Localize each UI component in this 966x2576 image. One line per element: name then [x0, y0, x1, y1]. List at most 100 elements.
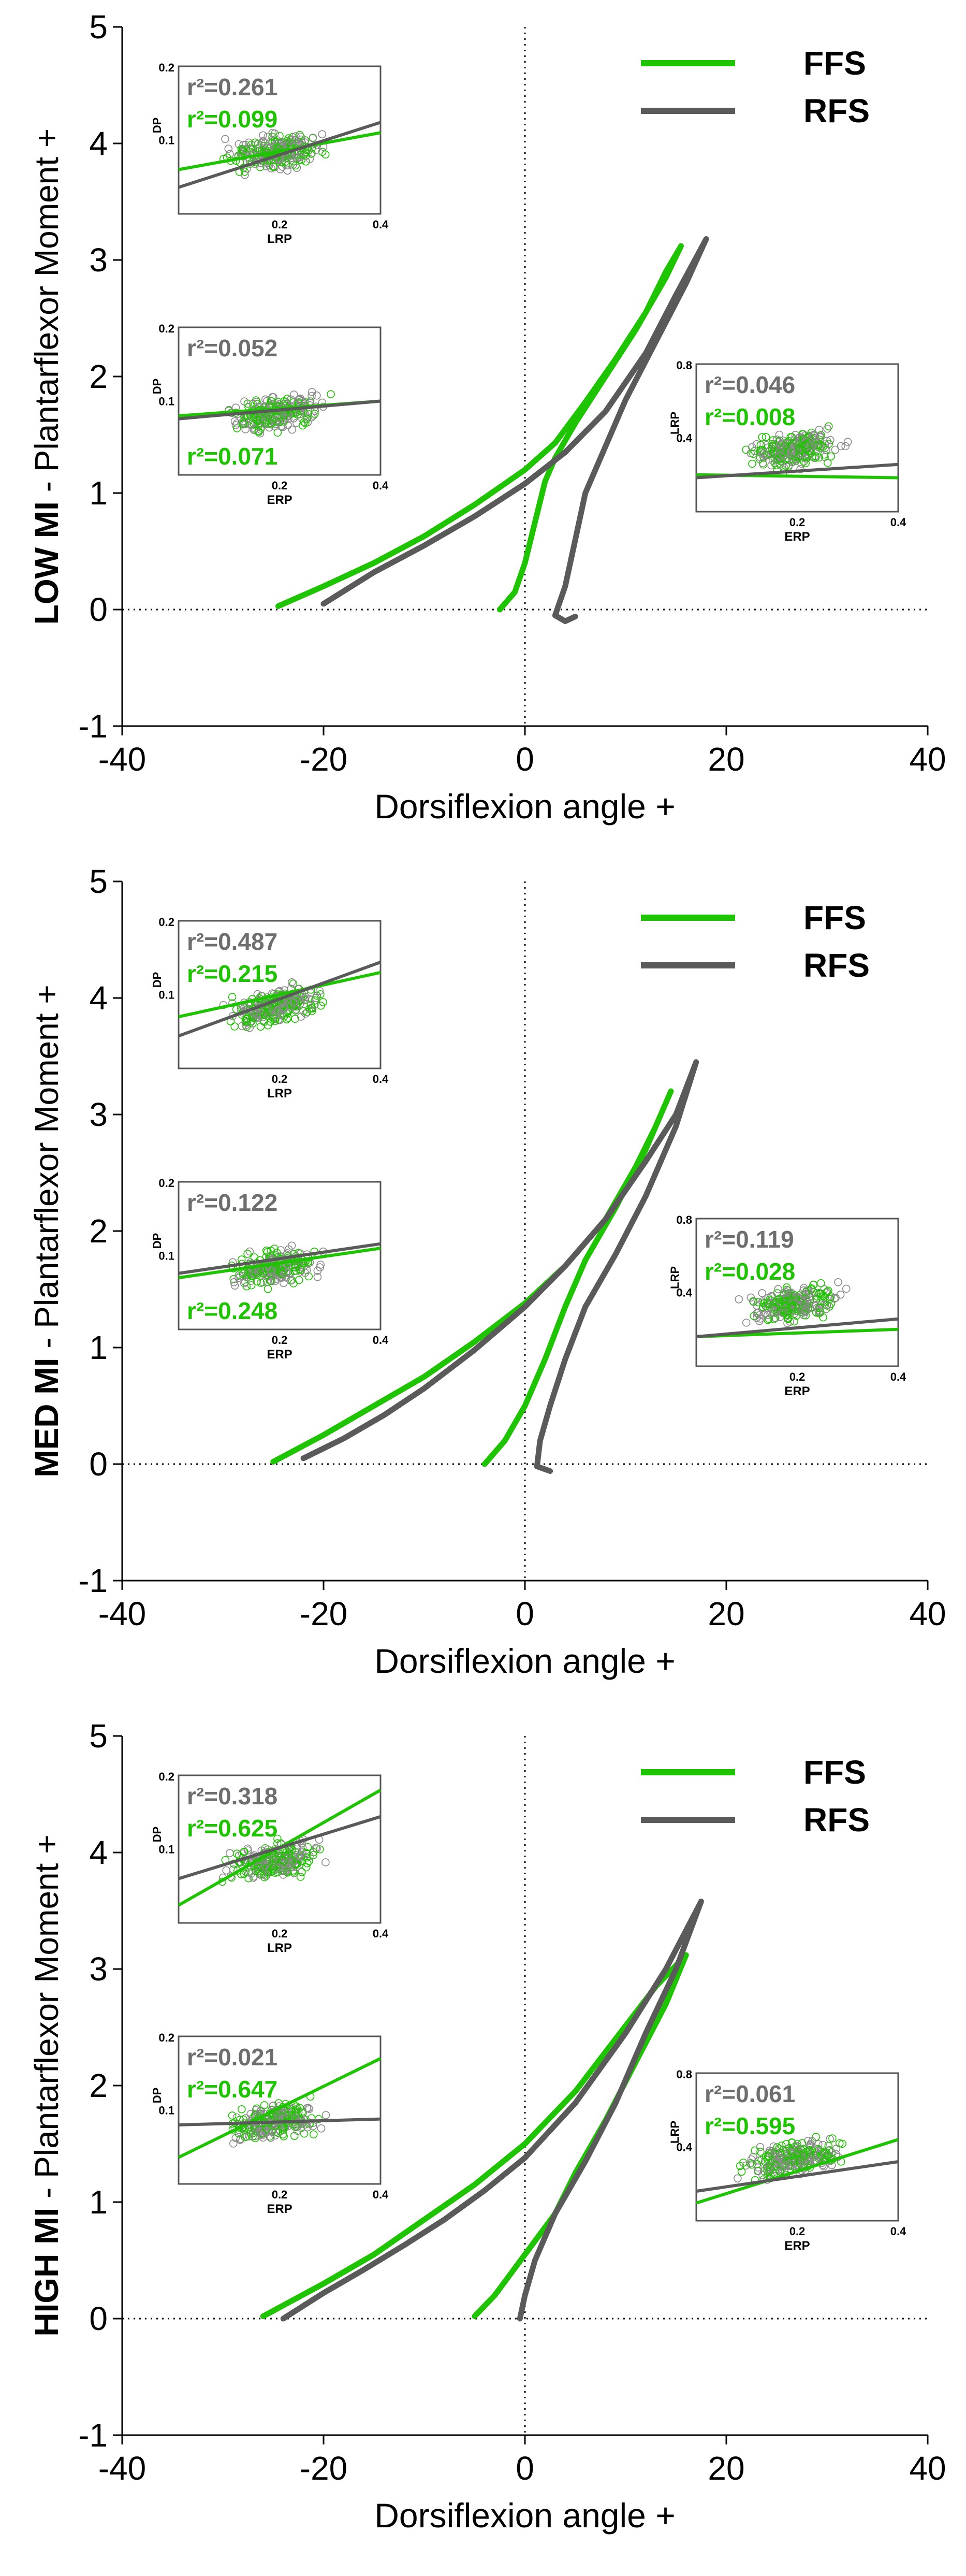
rfs-point [312, 146, 320, 154]
ffs-point [781, 1307, 789, 1315]
rfs-point [808, 2137, 816, 2146]
ffs-point [764, 2168, 772, 2176]
inset-y-tick: 0.1 [158, 134, 174, 147]
ffs-point [291, 161, 300, 170]
rfs-point [229, 2139, 238, 2148]
ffs-point [296, 131, 304, 139]
y-tick-label: 1 [89, 1329, 108, 1366]
ffs-point [789, 1304, 797, 1313]
rfs-point [775, 2153, 784, 2162]
ffs-point [796, 1298, 804, 1307]
y-tick-label: 3 [89, 241, 108, 279]
rfs-point [832, 2145, 841, 2153]
ffs-point [228, 2111, 237, 2120]
inset-y-tick: 0.4 [676, 432, 692, 445]
ffs-point [242, 2132, 251, 2141]
rfs-regression-line [696, 462, 899, 480]
x-tick-label: 20 [708, 741, 744, 778]
inset-y-tick: 0.1 [158, 395, 174, 408]
rfs-point [747, 2159, 755, 2167]
rfs-point [776, 441, 784, 450]
r2-ffs-label: r²=0.215 [187, 960, 277, 987]
inset-y-tick: 0.1 [158, 1843, 174, 1856]
rfs-point [248, 400, 257, 408]
rfs-point [271, 1277, 280, 1285]
rfs-point [283, 166, 291, 175]
r2-rfs-label: r²=0.261 [187, 74, 277, 100]
ffs-point [758, 433, 766, 441]
rfs-point [295, 395, 304, 403]
x-axis-label: Dorsiflexion angle + [374, 787, 676, 826]
r2-rfs-label: r²=0.046 [705, 371, 795, 398]
rfs-point [251, 2132, 259, 2140]
rfs-point [752, 1301, 761, 1310]
rfs-point [230, 1281, 239, 1290]
rfs-point [267, 164, 275, 172]
rfs-point [312, 1844, 320, 1852]
ffs-point [289, 157, 298, 166]
rfs-point [801, 1306, 810, 1315]
rfs-point [245, 1247, 254, 1256]
ffs-point [260, 2101, 269, 2109]
ffs-point [774, 1295, 783, 1304]
ffs-point [251, 138, 259, 147]
ffs-point [759, 1303, 767, 1311]
ffs-point [284, 1014, 292, 1022]
ffs-point [817, 442, 826, 451]
inset-y-label: LRP [668, 1266, 681, 1289]
panel-high: -1 0 1 2 3 4 5 -40 -20 0 20 40 Dorsiflexion angle + H… [28, 1717, 946, 2535]
ffs-point [302, 414, 311, 423]
ffs-point [267, 1868, 275, 1876]
rfs-point [812, 1301, 821, 1310]
ffs-point [302, 1848, 310, 1857]
y-tick-label: 2 [89, 358, 108, 395]
rfs-point [798, 2157, 807, 2166]
inset-y-tick: 0.4 [676, 2141, 692, 2154]
rfs-point [813, 2151, 822, 2159]
rfs-point [288, 425, 297, 434]
rfs-point [800, 1284, 808, 1292]
ffs-point [765, 2152, 773, 2161]
ffs-point [303, 1843, 312, 1851]
rfs-point [308, 392, 316, 400]
r2-rfs-label: r²=0.119 [705, 1226, 794, 1253]
rfs-point [253, 2123, 261, 2132]
y-tick-label: 3 [89, 1950, 108, 1988]
ffs-point [229, 1275, 238, 1283]
x-axis-label: Dorsiflexion angle + [374, 2496, 676, 2535]
ffs-point [259, 415, 268, 424]
inset-x-label: LRP [267, 1941, 292, 1955]
rfs-point [245, 1868, 254, 1876]
rfs-point [271, 2131, 280, 2140]
rfs-point [301, 993, 310, 1001]
r2-rfs-label: r²=0.021 [187, 2044, 277, 2071]
rfs-point [772, 445, 781, 454]
x-tick-label: 0 [516, 1595, 534, 1632]
ffs-regression-line [178, 1247, 381, 1280]
rfs-point [826, 436, 835, 444]
ffs-point [772, 461, 781, 470]
inset-y-label: DP [151, 972, 164, 988]
inset-x-label: ERP [784, 1384, 810, 1398]
ffs-point [769, 436, 778, 444]
rfs-point [303, 1849, 311, 1858]
rfs-point [777, 2166, 785, 2175]
ffs-point [256, 1279, 265, 1287]
rfs-point [758, 448, 766, 457]
rfs-point [303, 413, 312, 422]
rfs-point [317, 2124, 326, 2133]
rfs-point [221, 135, 229, 143]
rfs-point [747, 1293, 755, 1302]
ffs-point [270, 1244, 279, 1253]
rfs-point [289, 390, 298, 399]
ffs-point [759, 1299, 768, 1308]
y-tick-label: 4 [89, 125, 108, 162]
ffs-point [301, 419, 310, 427]
rfs-point [280, 1004, 288, 1012]
rfs-point [230, 1278, 238, 1286]
rfs-point [231, 2134, 240, 2143]
rfs-regression-line [178, 399, 381, 421]
ffs-point [251, 1866, 260, 1875]
rfs-point [296, 1852, 304, 1861]
